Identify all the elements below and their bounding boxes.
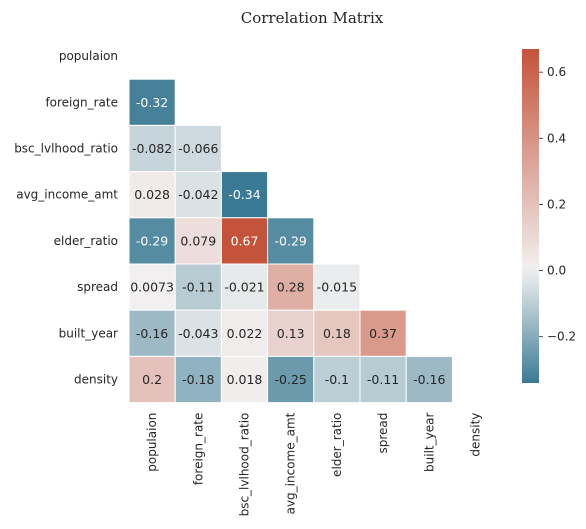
heatmap-cell-label-density-foreign_rate: -0.18 (182, 372, 214, 387)
x-axis-tick-labels: populaion foreign_rate bsc_lvlhood_ratio av… (145, 412, 482, 516)
y-tick-label-built_year: built_year (59, 326, 118, 340)
heatmap-cell-label-bsc_lvlhood_ratio-foreign_rate: -0.066 (178, 141, 218, 156)
colorbar-tick-label: 0.0 (547, 264, 566, 278)
heatmap-cell-label-density-built_year: -0.16 (413, 372, 445, 387)
colorbar: −0.2 0.0 0.2 0.4 0.6 (522, 49, 576, 383)
heatmap-cell-label-density-spread: -0.11 (367, 372, 399, 387)
heatmap-cell-density-spread (359, 355, 407, 404)
heatmap-cell-label-built_year-avg_income_amt: 0.13 (277, 326, 305, 341)
heatmap-cell-label-spread-elder_ratio: -0.015 (317, 280, 357, 295)
heatmap-cell-avg_income_amt-bsc_lvlhood_ratio (220, 171, 269, 219)
heatmap-cell-label-built_year-populaion: -0.16 (136, 326, 168, 341)
heatmap-cell-label-elder_ratio-populaion: -0.29 (136, 233, 168, 248)
x-tick-label-avg_income_amt: avg_income_amt (284, 412, 298, 514)
heatmap-cell-label-spread-populaion: 0.0073 (130, 280, 174, 295)
heatmap-cell-label-density-bsc_lvlhood_ratio: 0.018 (227, 372, 263, 387)
heatmap-cell-bsc_lvlhood_ratio-foreign_rate (174, 124, 222, 173)
heatmap-cell-elder_ratio-foreign_rate (174, 217, 222, 265)
heatmap-cell-label-built_year-spread: 0.37 (369, 326, 397, 341)
y-tick-label-populaion: populaion (59, 49, 118, 63)
y-tick-label-avg_income_amt: avg_income_amt (16, 188, 118, 202)
heatmap-cell-label-built_year-elder_ratio: 0.18 (323, 326, 351, 341)
heatmap-cell-label-spread-foreign_rate: -0.11 (182, 280, 214, 295)
heatmap-cell-bsc_lvlhood_ratio-populaion (128, 124, 176, 173)
heatmap-cell-built_year-avg_income_amt (267, 309, 315, 357)
heatmap-cell-density-built_year (405, 355, 453, 404)
heatmap-cell-spread-avg_income_amt (267, 263, 315, 311)
y-axis-tick-labels: populaion foreign_rate bsc_lvlhood_ratioav… (14, 49, 118, 386)
heatmap-cell-built_year-foreign_rate (174, 309, 222, 357)
heatmap-cell-density-populaion (128, 355, 176, 404)
heatmap-cell-density-foreign_rate (174, 355, 222, 404)
heatmap-cell-label-elder_ratio-avg_income_amt: -0.29 (275, 233, 307, 248)
heatmap-cell-label-spread-bsc_lvlhood_ratio: -0.021 (224, 280, 264, 295)
x-tick-label-spread: spread (376, 413, 390, 454)
heatmap-cell-label-density-avg_income_amt: -0.25 (275, 372, 307, 387)
chart-title: Correlation Matrix (241, 9, 384, 27)
y-tick-label-spread: spread (77, 280, 118, 294)
y-tick-label-bsc_lvlhood_ratio: bsc_lvlhood_ratio (14, 142, 118, 156)
heatmap-cell-label-elder_ratio-bsc_lvlhood_ratio: 0.67 (231, 233, 259, 248)
heatmap-cell-density-avg_income_amt (267, 355, 315, 404)
heatmap-cell-elder_ratio-avg_income_amt (267, 217, 315, 265)
colorbar-gradient (522, 49, 539, 383)
colorbar-tick-label: −0.2 (547, 330, 576, 344)
colorbar-tick-label: 0.6 (547, 65, 566, 79)
heatmap-cell-label-elder_ratio-foreign_rate: 0.079 (180, 233, 216, 248)
x-tick-label-density: density (469, 413, 483, 457)
heatmap-cell-label-foreign_rate-populaion: -0.32 (136, 95, 168, 110)
heatmap-cells: -0.32 -0.082 -0.066 0.028 -0.042 -0.34 -0.29 0.… (128, 78, 453, 404)
x-tick-label-populaion: populaion (145, 413, 159, 472)
heatmap-cell-label-built_year-bsc_lvlhood_ratio: 0.022 (227, 326, 263, 341)
x-tick-label-foreign_rate: foreign_rate (191, 413, 205, 486)
heatmap-cell-label-spread-avg_income_amt: 0.28 (277, 280, 305, 295)
heatmap-cell-label-density-populaion: 0.2 (142, 372, 162, 387)
heatmap-cell-built_year-elder_ratio (313, 309, 361, 357)
y-tick-label-foreign_rate: foreign_rate (45, 95, 118, 109)
heatmap-cell-label-bsc_lvlhood_ratio-populaion: -0.082 (132, 141, 172, 156)
heatmap-cell-label-avg_income_amt-bsc_lvlhood_ratio: -0.34 (228, 187, 260, 202)
heatmap-cell-built_year-bsc_lvlhood_ratio (220, 309, 269, 357)
y-tick-label-density: density (74, 373, 118, 387)
x-tick-label-built_year: built_year (422, 413, 436, 472)
heatmap-cell-spread-foreign_rate (174, 263, 222, 311)
colorbar-tick-label: 0.2 (547, 197, 566, 211)
heatmap-cell-label-built_year-foreign_rate: -0.043 (178, 326, 218, 341)
y-tick-label-elder_ratio: elder_ratio (54, 234, 118, 248)
colorbar-ticks: −0.2 0.0 0.2 0.4 0.6 (539, 65, 576, 344)
heatmap-cell-label-avg_income_amt-populaion: 0.028 (134, 187, 170, 202)
heatmap-cell-built_year-spread (359, 309, 407, 357)
heatmap-cell-built_year-populaion (128, 309, 176, 357)
colorbar-tick-label: 0.4 (547, 131, 566, 145)
heatmap-cell-label-density-elder_ratio: -0.1 (325, 372, 349, 387)
heatmap-cell-foreign_rate-populaion (128, 78, 176, 126)
x-tick-label-bsc_lvlhood_ratio: bsc_lvlhood_ratio (238, 413, 252, 517)
x-tick-label-elder_ratio: elder_ratio (330, 413, 344, 477)
heatmap-cell-label-avg_income_amt-foreign_rate: -0.042 (178, 187, 218, 202)
